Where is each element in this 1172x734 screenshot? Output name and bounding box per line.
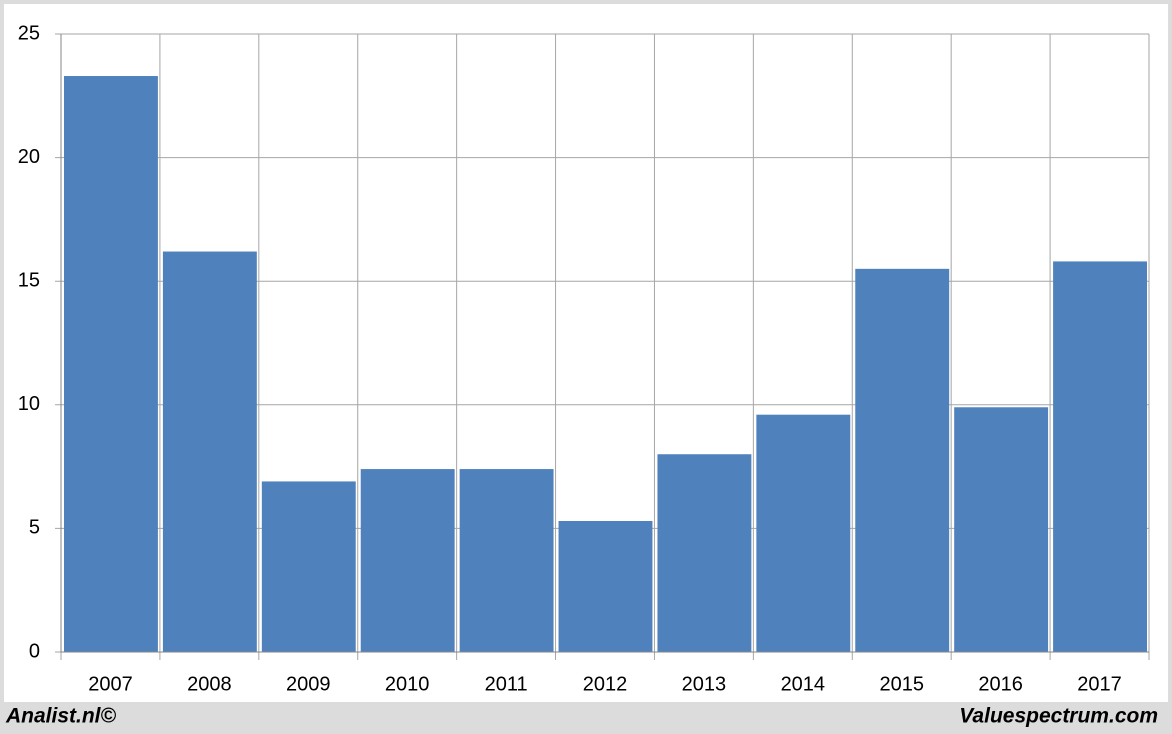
- x-tick-label: 2012: [583, 673, 628, 695]
- x-tick-label: 2008: [187, 673, 232, 695]
- y-tick-label: 10: [18, 393, 40, 415]
- bar: [360, 469, 455, 652]
- bar: [1053, 261, 1147, 652]
- bar: [459, 469, 554, 652]
- bar: [558, 520, 653, 652]
- x-tick-label: 2013: [682, 673, 727, 695]
- y-tick-label: 0: [29, 640, 40, 662]
- x-tick-label: 2015: [879, 673, 924, 695]
- x-tick-label: 2014: [781, 673, 826, 695]
- bar: [162, 251, 257, 652]
- x-tick-label: 2010: [385, 673, 430, 695]
- bar: [261, 481, 356, 652]
- footer-left: Analist.nl©: [5, 705, 117, 728]
- bar: [657, 454, 752, 652]
- y-tick-label: 5: [29, 517, 40, 539]
- bar: [855, 268, 950, 652]
- y-tick-label: 15: [18, 269, 40, 291]
- bar: [954, 407, 1049, 652]
- bar: [756, 414, 851, 652]
- y-tick-label: 25: [18, 22, 40, 44]
- y-tick-label: 20: [18, 146, 40, 168]
- x-tick-label: 2016: [978, 673, 1023, 695]
- x-tick-label: 2011: [485, 673, 528, 695]
- x-tick-label: 2009: [286, 673, 331, 695]
- bar: [64, 76, 158, 653]
- footer-right: Valuespectrum.com: [959, 705, 1158, 728]
- x-tick-label: 2017: [1077, 673, 1122, 695]
- x-tick-label: 2007: [88, 673, 133, 695]
